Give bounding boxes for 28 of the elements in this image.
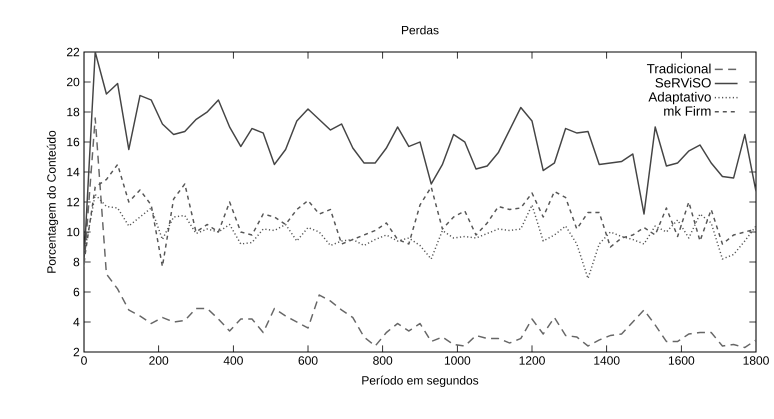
legend-label: mk Firm bbox=[664, 106, 711, 116]
x-tick-label: 1200 bbox=[520, 356, 545, 365]
y-tick-label: 8 bbox=[74, 258, 80, 266]
x-tick-label: 1000 bbox=[444, 356, 470, 365]
y-tick-label: 20 bbox=[67, 78, 80, 86]
legend-label: Adaptativo bbox=[648, 92, 711, 104]
x-tick-label: 800 bbox=[373, 356, 392, 365]
legend-label: SeRViSO bbox=[655, 78, 711, 88]
y-tick-label: 6 bbox=[74, 288, 80, 296]
x-tick-label: 1400 bbox=[594, 356, 620, 365]
x-tick-label: 600 bbox=[298, 356, 318, 365]
x-tick-label: 0 bbox=[81, 356, 87, 365]
y-axis-title: Porcentagem do Conteúdo bbox=[46, 130, 58, 273]
y-tick-label: 18 bbox=[67, 108, 80, 116]
y-tick-label: 16 bbox=[67, 138, 80, 146]
x-tick-label: 200 bbox=[149, 356, 168, 365]
x-tick-label: 1800 bbox=[744, 356, 769, 365]
x-tick-label: 400 bbox=[224, 356, 243, 365]
y-tick-label: 10 bbox=[67, 228, 80, 236]
x-tick-label: 1600 bbox=[668, 356, 694, 365]
y-tick-label: 12 bbox=[67, 198, 80, 206]
y-tick-label: 2 bbox=[74, 348, 80, 356]
y-tick-label: 14 bbox=[67, 168, 80, 176]
y-tick-label: 4 bbox=[73, 318, 80, 326]
y-tick-label: 22 bbox=[67, 48, 80, 56]
legend-label: Tradicional bbox=[646, 64, 710, 74]
x-axis-title: Período em segundos bbox=[362, 376, 478, 388]
chart-title: Perdas bbox=[402, 26, 439, 34]
